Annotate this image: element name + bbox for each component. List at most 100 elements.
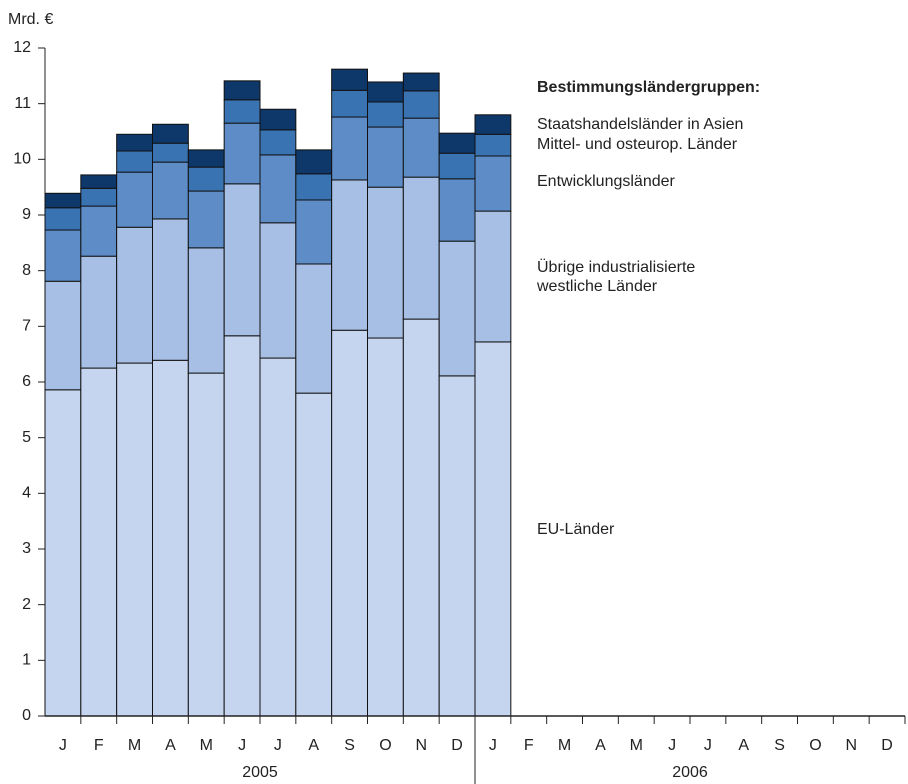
bar-segment — [44, 192, 82, 209]
bar-segment — [295, 263, 333, 394]
bar-segment — [116, 171, 153, 228]
x-tick-label: S — [344, 737, 355, 754]
bar-segment — [259, 222, 297, 359]
x-tick-label: F — [94, 737, 104, 754]
bar-segment — [367, 101, 404, 128]
x-tick-label: J — [274, 737, 282, 754]
bar-segment — [187, 247, 225, 374]
x-tick-label: D — [451, 737, 463, 754]
bar-segment — [259, 108, 297, 131]
y-tick-label: 5 — [22, 429, 31, 446]
bar-segment — [402, 176, 440, 320]
y-tick-label: 8 — [22, 262, 31, 279]
bar-segment — [402, 117, 440, 178]
bar-segment — [438, 240, 476, 377]
bar-segment — [152, 218, 189, 361]
bar-segment — [152, 123, 189, 144]
bar-segment — [367, 337, 404, 717]
bar-segment — [295, 392, 333, 717]
bar-segment — [259, 154, 297, 224]
y-tick-label: 7 — [22, 318, 31, 335]
bar-segment — [367, 126, 404, 188]
x-tick-label: A — [738, 737, 749, 754]
x-tick-label: J — [59, 737, 67, 754]
bar-segment — [402, 72, 440, 92]
y-tick-label: 3 — [22, 540, 31, 557]
bar-segment — [44, 280, 82, 391]
y-tick-label: 9 — [22, 206, 31, 223]
bar-segment — [44, 229, 82, 282]
legend-title: Bestimmungsländergruppen: — [537, 79, 761, 96]
x-tick-label: D — [881, 737, 893, 754]
y-tick-label: 4 — [22, 485, 31, 502]
x-tick-label: J — [238, 737, 246, 754]
legend-label: Übrige industrialisierte westliche Lände… — [537, 259, 696, 295]
x-tick-label: J — [489, 737, 497, 754]
bar-segment — [474, 210, 512, 343]
x-tick-label: A — [308, 737, 319, 754]
x-tick-label: A — [165, 737, 176, 754]
bar-segment — [80, 174, 118, 189]
legend-label: EU-Länder — [537, 521, 615, 538]
legend-label: Mittel- und osteurop. Länder — [537, 136, 738, 153]
y-axis-label: Mrd. € — [8, 11, 53, 28]
bar-segment — [438, 375, 476, 717]
bar-segment — [438, 132, 476, 154]
bar-segment — [223, 99, 261, 124]
bar-segment — [152, 359, 189, 717]
legend-label: Staatshandelsländer in Asien — [537, 116, 744, 133]
bar-segment — [116, 133, 153, 152]
bar-segment — [474, 133, 512, 157]
bar-segment — [367, 81, 404, 103]
bar-segment — [259, 129, 297, 156]
bar-segment — [474, 341, 512, 717]
x-tick-label: M — [558, 737, 571, 754]
bar-segment — [331, 89, 368, 118]
y-tick-label: 2 — [22, 596, 31, 613]
bar-segment — [44, 207, 82, 231]
bar-segment — [44, 389, 82, 717]
x-tick-label: O — [379, 737, 391, 754]
bar-segment — [116, 362, 153, 717]
bar-segment — [223, 335, 261, 717]
y-tick-label: 11 — [14, 95, 31, 112]
bar-segment — [187, 372, 225, 717]
bar-segment — [295, 173, 333, 201]
bar-segment — [80, 205, 118, 257]
bar-segment — [331, 68, 368, 91]
x-tick-label: N — [845, 737, 857, 754]
bar-segment — [474, 114, 512, 135]
bar-segment — [80, 187, 118, 207]
legend-label: Entwicklungsländer — [537, 173, 675, 190]
bar-segment — [474, 155, 512, 212]
y-tick-label: 10 — [13, 151, 31, 168]
x-tick-label: O — [809, 737, 821, 754]
bar-segment — [402, 90, 440, 119]
bar-segment — [152, 161, 189, 220]
bar-segment — [116, 226, 153, 364]
x-tick-label: J — [704, 737, 712, 754]
bar-segment — [438, 178, 476, 242]
bar-segment — [295, 199, 333, 265]
year-label: 2005 — [242, 764, 278, 781]
bar-segment — [152, 142, 189, 163]
y-tick-label: 6 — [22, 373, 31, 390]
bar-segment — [402, 318, 440, 717]
bar-segment — [116, 150, 153, 173]
bar-segment — [187, 190, 225, 249]
x-tick-label: M — [200, 737, 213, 754]
x-tick-label: M — [630, 737, 643, 754]
bar-segment — [259, 357, 297, 717]
bar-segment — [187, 149, 225, 168]
year-label: 2006 — [672, 764, 708, 781]
bar-segment — [331, 116, 368, 181]
x-tick-label: M — [128, 737, 141, 754]
bar-segment — [331, 179, 368, 331]
bar-segment — [331, 329, 368, 717]
bar-segment — [223, 80, 261, 101]
x-tick-label: F — [524, 737, 534, 754]
bar-segment — [80, 367, 118, 717]
bar-segment — [187, 166, 225, 192]
